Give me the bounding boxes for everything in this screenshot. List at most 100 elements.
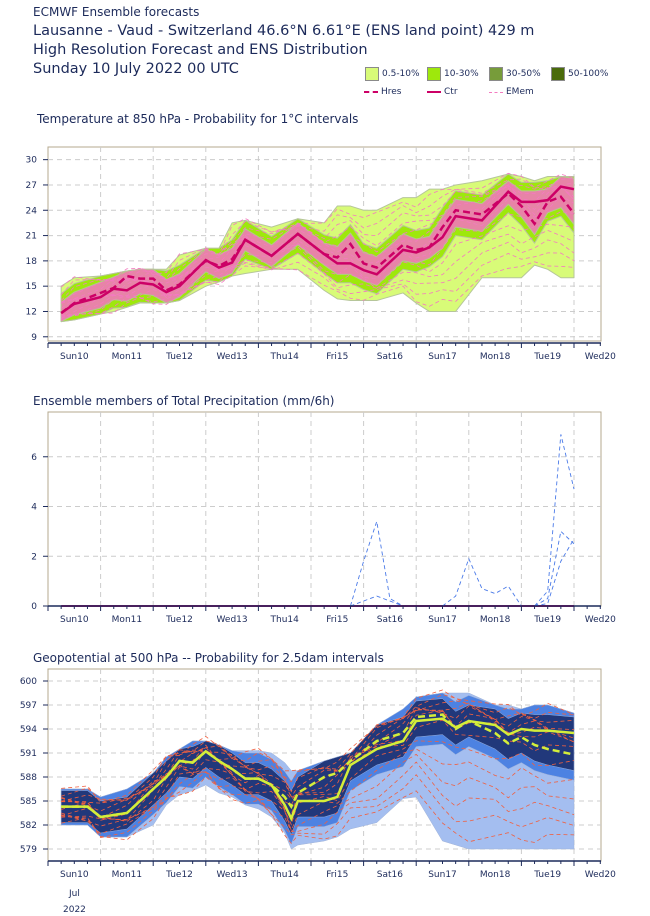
- day-label: Wed13: [217, 870, 248, 880]
- legend-ctr: Ctr: [427, 87, 458, 97]
- y-tick-label: 24: [26, 206, 38, 216]
- ensemble-member-line: [61, 771, 575, 839]
- legend-label: Ctr: [444, 87, 458, 97]
- ensemble-member-line: [61, 719, 575, 821]
- day-label: Tue19: [533, 352, 561, 362]
- y-tick-label: 21: [26, 232, 37, 242]
- chart-title-precipitation: Ensemble members of Total Precipitation …: [33, 394, 335, 408]
- day-label: Fri15: [326, 615, 348, 625]
- day-label: Sat16: [377, 615, 403, 625]
- ctr-line: [61, 717, 575, 822]
- day-label: Mon18: [480, 352, 511, 362]
- day-label: Tue19: [533, 615, 561, 625]
- y-tick-label: 0: [31, 602, 37, 612]
- ensemble-member-line: [534, 538, 575, 607]
- day-label: Sun10: [60, 615, 89, 625]
- ensemble-member-line: [61, 700, 575, 802]
- day-label: Tue19: [533, 870, 561, 880]
- day-label: Thu14: [270, 352, 300, 362]
- ensemble-member-line: [61, 252, 575, 317]
- day-label: Sun17: [428, 615, 457, 625]
- ensemble-member-line: [60, 172, 575, 288]
- day-label: Wed20: [585, 615, 616, 625]
- legend-label: EMem: [506, 87, 534, 97]
- y-tick-label: 6: [31, 453, 37, 463]
- legend-line: [489, 91, 503, 93]
- ensemble-member-line: [61, 184, 575, 303]
- legend-hres: Hres: [364, 87, 402, 97]
- legend-item-10-30: 10-30%: [427, 67, 479, 81]
- ensemble-member-line: [61, 761, 575, 835]
- day-label: Sat16: [377, 870, 403, 880]
- ensemble-member-line: [61, 753, 575, 833]
- y-tick-label: 4: [31, 503, 37, 513]
- month-label: Jul: [68, 889, 80, 899]
- ctr-line: [60, 185, 575, 315]
- day-label: Sun10: [60, 352, 89, 362]
- day-label: Thu14: [270, 870, 300, 880]
- chart-title-temperature: Temperature at 850 hPa - Probability for…: [36, 112, 358, 126]
- ensemble-member-line: [534, 530, 575, 607]
- legend-line: [427, 91, 441, 93]
- ensemble-member-line: [61, 229, 575, 318]
- y-tick-label: 582: [20, 821, 37, 831]
- day-label: Sun17: [428, 352, 457, 362]
- y-tick-label: 30: [26, 156, 38, 166]
- legend-swatch: [365, 67, 379, 81]
- ensemble-member-line: [534, 434, 575, 607]
- y-tick-label: 588: [20, 773, 37, 783]
- day-label: Wed20: [585, 352, 616, 362]
- ensemble-member-line: [350, 595, 404, 607]
- legend-label: 10-30%: [444, 69, 479, 79]
- ensemble-member-line: [350, 521, 404, 607]
- day-label: Tue12: [165, 352, 193, 362]
- legend-item-30-50: 30-50%: [489, 67, 541, 81]
- y-tick-label: 591: [20, 749, 37, 759]
- y-tick-label: 600: [20, 677, 37, 687]
- day-label: Wed20: [585, 870, 616, 880]
- chart-1: 0 2 4 6 Sun10 Mon11 Tue12 Wed13 Thu14 Fri15 Sat16 S…: [31, 411, 616, 625]
- run-date: Sunday 10 July 2022 00 UTC: [33, 61, 239, 77]
- y-tick-label: 9: [31, 333, 37, 343]
- legend-swatch: [551, 67, 565, 81]
- day-label: Mon11: [112, 352, 142, 362]
- ensemble-member-line: [61, 776, 575, 844]
- y-tick-label: 2: [31, 552, 37, 562]
- y-tick-label: 12: [26, 307, 37, 317]
- location-title: Lausanne - Vaud - Switzerland 46.6°N 6.6…: [33, 23, 535, 39]
- ensemble-member-line: [61, 702, 575, 804]
- day-label: Sat16: [377, 352, 403, 362]
- legend-swatch: [427, 67, 441, 81]
- legend-item-50-100: 50-100%: [551, 67, 608, 81]
- spread-band-inner: [60, 698, 575, 835]
- day-label: Mon11: [112, 615, 142, 625]
- day-label: Tue12: [165, 615, 193, 625]
- plot-area: [47, 411, 602, 607]
- ensemble-member-line: [61, 184, 575, 304]
- day-label: Mon18: [480, 870, 511, 880]
- day-label: Thu14: [270, 615, 300, 625]
- legend-label: 50-100%: [568, 69, 609, 79]
- legend-label: 30-50%: [506, 69, 541, 79]
- ensemble-member-line: [61, 694, 575, 801]
- ensemble-member-line: [61, 689, 575, 804]
- day-label: Mon18: [480, 615, 511, 625]
- day-label: Fri15: [326, 352, 348, 362]
- y-tick-label: 585: [20, 797, 37, 807]
- y-tick-label: 597: [20, 701, 37, 711]
- year-label: 2022: [63, 905, 86, 915]
- day-label: Wed13: [217, 615, 248, 625]
- ensemble-member-line: [60, 185, 575, 309]
- y-tick-label: 594: [20, 725, 37, 735]
- legend-swatch: [489, 67, 503, 81]
- day-label: Sun17: [428, 870, 457, 880]
- ensemble-member-line: [61, 740, 575, 826]
- chart-2: 579 582 585 588 591 594 597 600 Sun10 Mon11 Tue12 W…: [20, 668, 616, 880]
- y-tick-label: 15: [26, 282, 37, 292]
- chart-0: 9 12 15 18 21 24 27 30 Sun10 Mon11 Tue12 Wed13 Thu14…: [26, 146, 616, 362]
- product-title: ECMWF Ensemble forecasts: [33, 5, 200, 19]
- day-label: Sun10: [60, 870, 89, 880]
- ensemble-member-line: [442, 557, 522, 607]
- day-label: Wed13: [217, 352, 248, 362]
